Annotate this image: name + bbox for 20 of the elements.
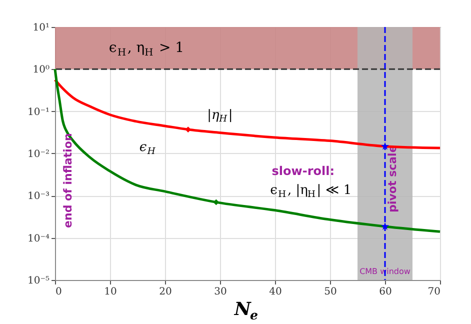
x-tick-label: 30 [214,286,227,298]
x-tick-label: 60 [379,286,392,298]
y-tick-label: 10⁰ [32,64,50,76]
y-tick-label: 10¹ [32,22,50,34]
y-tick-label: 10⁻² [27,149,50,160]
band-label: CMB window [360,267,411,276]
y-tick-label: 10⁻⁵ [27,276,50,286]
x-tick-label: 0 [56,286,62,298]
x-tick-label: 20 [159,286,172,298]
y-tick-label: 10⁻¹ [27,106,50,118]
x-tick-label: 50 [324,286,337,298]
y-tick-label: 10⁻³ [27,191,50,202]
x-tick-label: 70 [428,286,440,298]
y-tick-label: 10⁻⁴ [27,233,50,244]
point [381,222,389,230]
annotation: slow-roll: [272,164,335,178]
x-tick-label: 10 [104,286,117,298]
annotation: end of inflation [61,133,74,228]
line-series [54,68,442,233]
x-tick-label: 40 [269,286,282,298]
